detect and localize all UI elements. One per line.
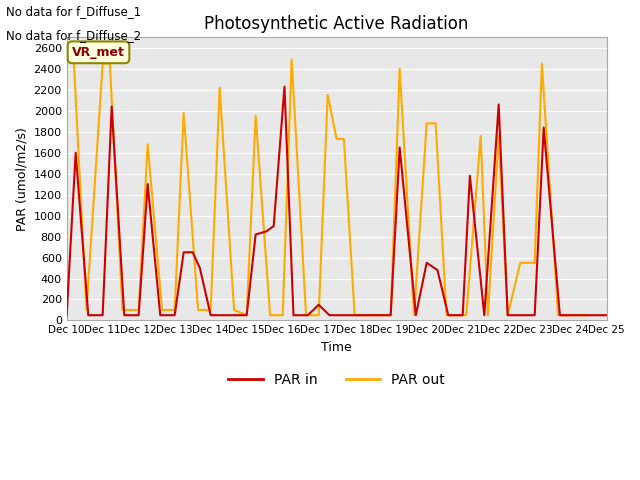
Title: Photosynthetic Active Radiation: Photosynthetic Active Radiation [205, 15, 469, 33]
Legend: PAR in, PAR out: PAR in, PAR out [223, 368, 451, 393]
Text: VR_met: VR_met [72, 46, 125, 59]
Text: No data for f_Diffuse_2: No data for f_Diffuse_2 [6, 29, 141, 42]
Text: No data for f_Diffuse_1: No data for f_Diffuse_1 [6, 5, 141, 18]
X-axis label: Time: Time [321, 341, 352, 354]
Y-axis label: PAR (umol/m2/s): PAR (umol/m2/s) [15, 127, 28, 231]
